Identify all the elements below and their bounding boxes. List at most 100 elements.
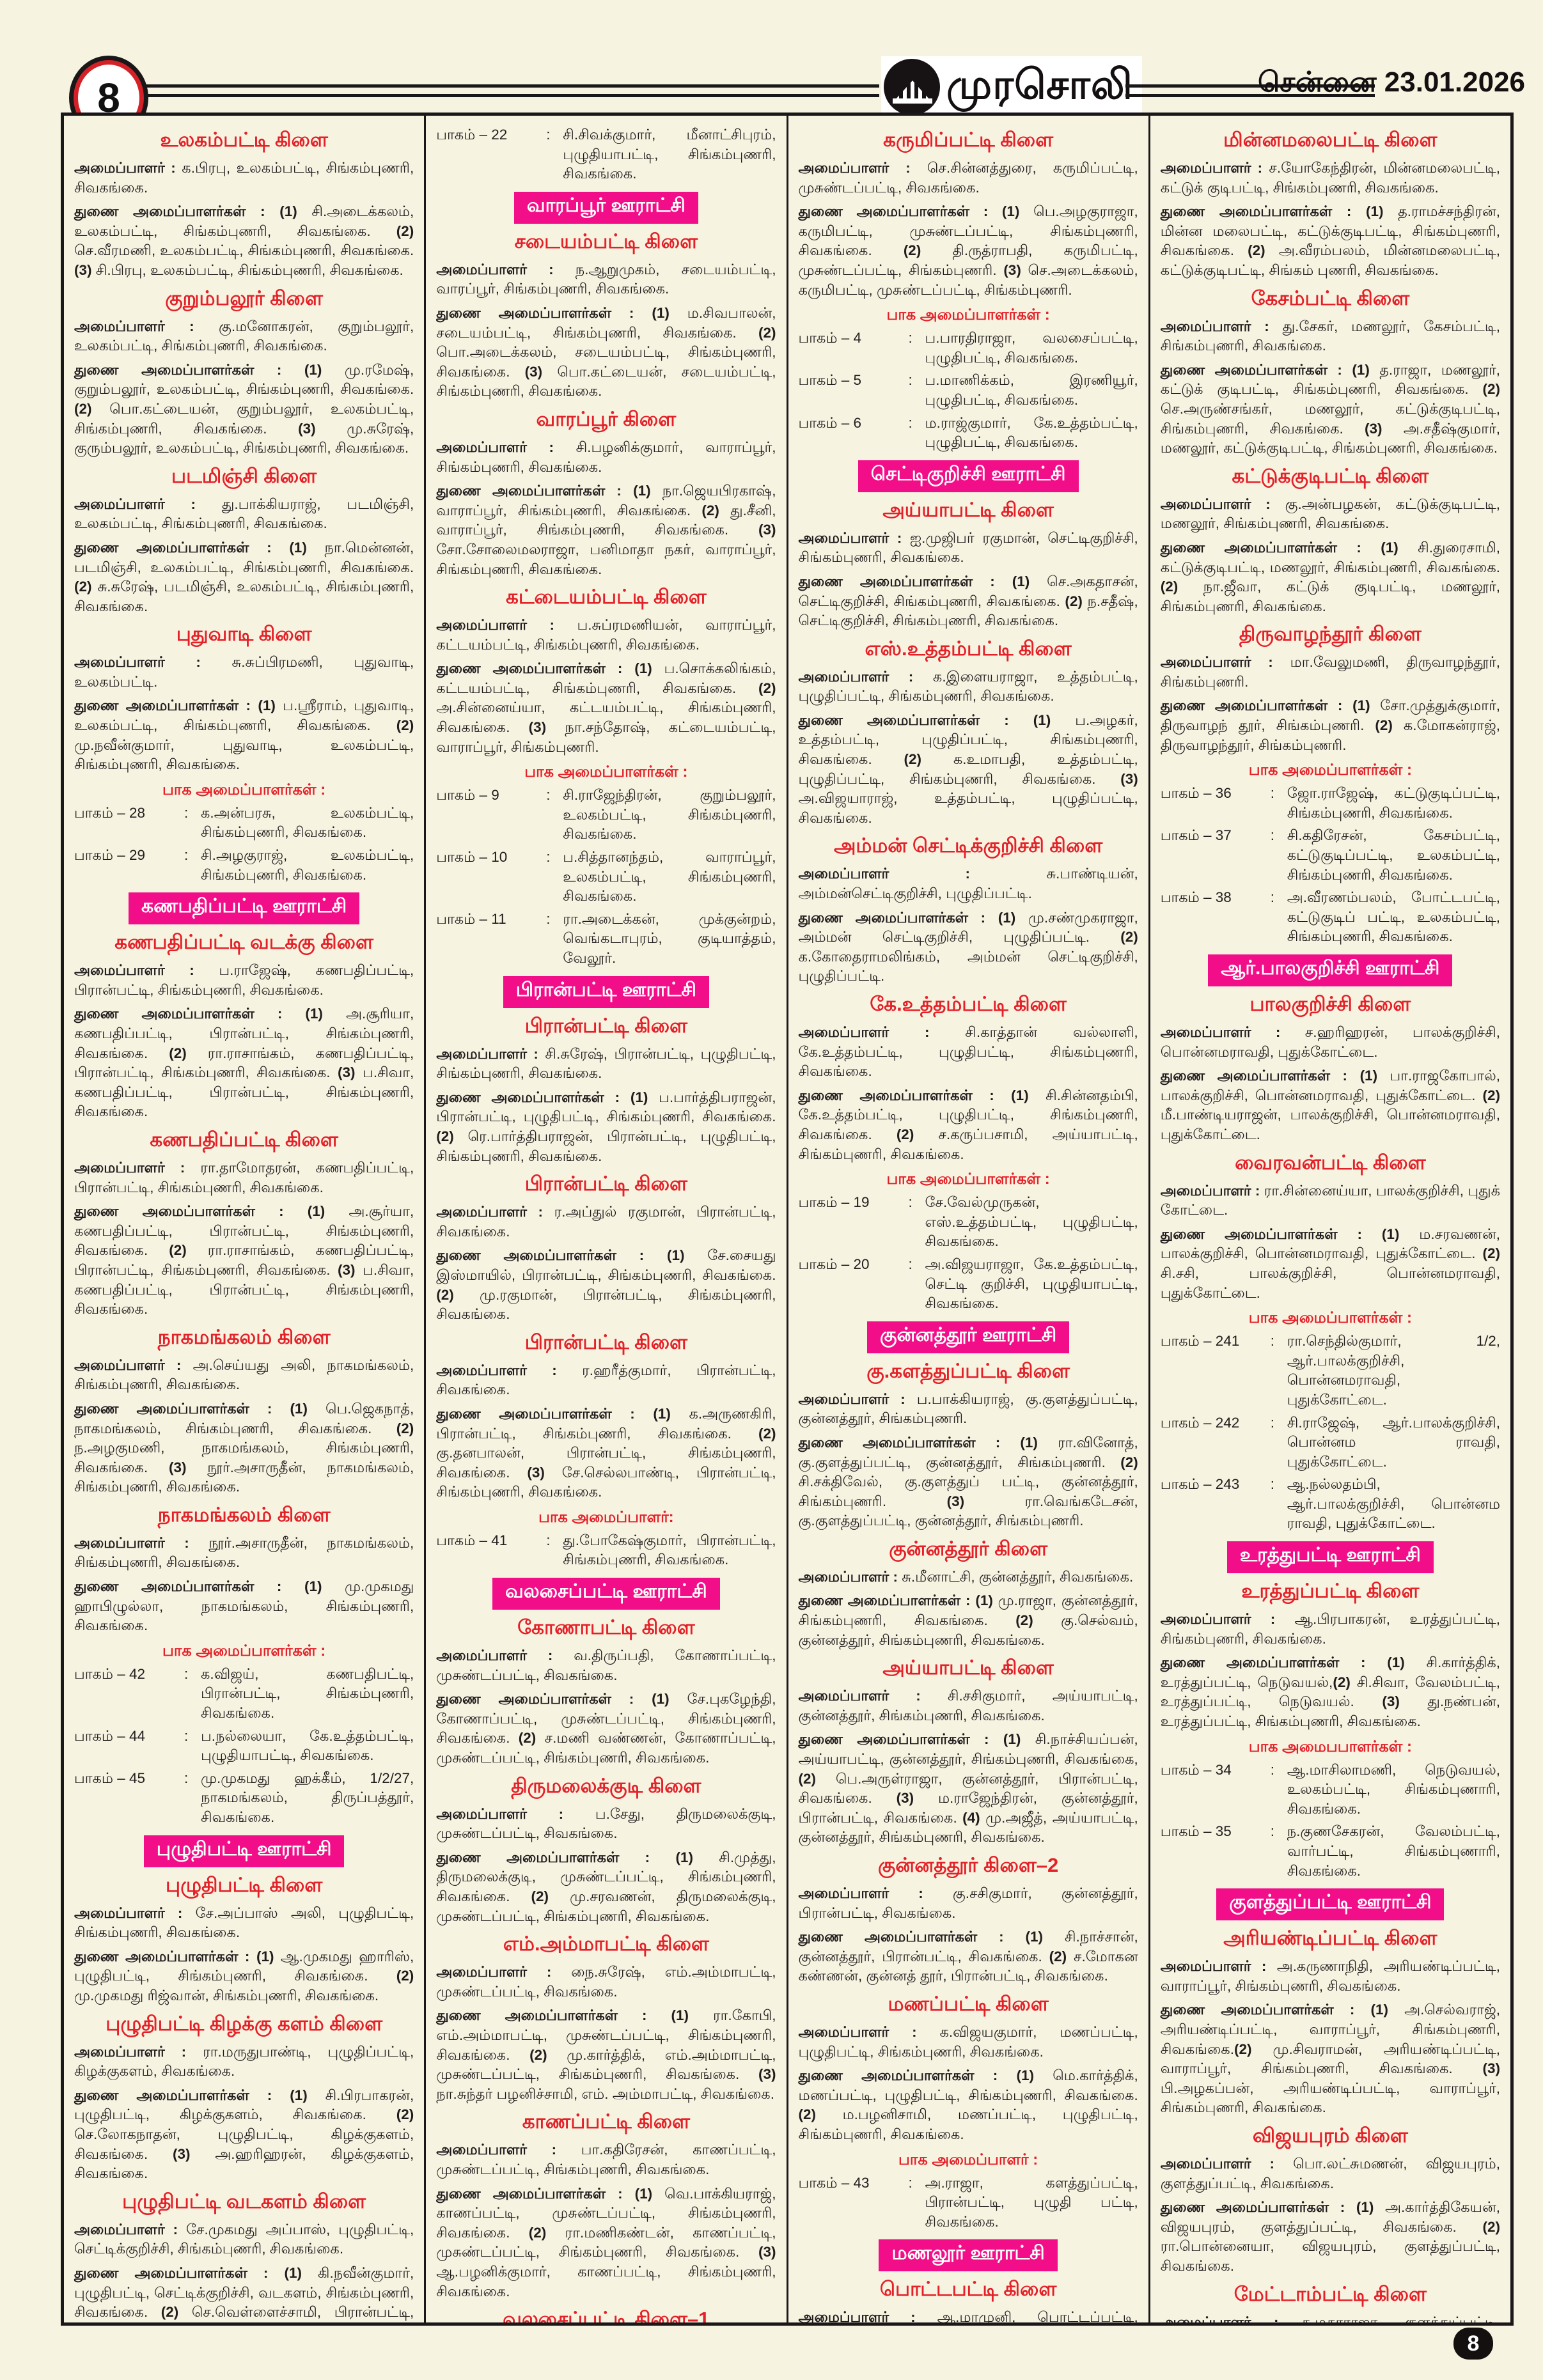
- organizer-paragraph: துணை அமைப்பாளர்கள் : (1) சி.நாச்சியப்பன்…: [798, 1731, 1138, 1846]
- branch-heading: நாகமங்கலம் கிளை: [157, 1325, 331, 1348]
- ward-number-label: பாகம் – 9: [436, 787, 499, 804]
- ward-number-label: பாகம் – 241: [1160, 1333, 1240, 1349]
- organizer-paragraph: துணை அமைப்பாளர்கள் : (1) ம.சரவணன், பாலக்…: [1160, 1225, 1500, 1301]
- branch-heading: பொட்டபட்டி கிளை: [879, 2278, 1057, 2301]
- panchayat-header: மணலூர் ஊராட்சி: [799, 2239, 1138, 2272]
- ward-organizer-text: ப.மாணிக்கம், இரணியூர், புழுதிபட்டி, சிவக…: [925, 372, 1138, 408]
- ward-row: பாகம் – 42: க.விஜய், கணபதிபட்டி, பிரான்பட…: [74, 1665, 414, 1723]
- organizer-role-label: அமைப்பாளர் :: [1160, 495, 1271, 512]
- ward-organizers-heading: பாக அமைப்பாளர் :: [898, 2151, 1038, 2168]
- ward-number-label: பாகம் – 38: [1160, 889, 1232, 906]
- organizer-paragraph: துணை அமைப்பாளர்கள் : (1) மு.முகமது ஹாபிழ…: [74, 1578, 414, 1634]
- branch-heading: படமிஞ்சி கிளை: [171, 464, 317, 487]
- masthead-title: முரசொலி: [946, 61, 1133, 107]
- organizer-paragraph: அமைப்பாளர் : க.இளையராஜா, உத்தம்பட்டி, பு…: [798, 668, 1138, 704]
- ward-number-label: பாகம் – 44: [74, 1727, 146, 1744]
- organizer-paragraph: துணை அமைப்பாளர்கள் : (1) த.ராஜா, மணலூர்,…: [1160, 361, 1500, 456]
- organizer-paragraph: துணை அமைப்பாளர்கள் : (1) அ.சூரியா, கணபதி…: [74, 1006, 414, 1120]
- organizer-paragraph: அமைப்பாளர் : க.பிரபு, உலகம்பட்டி, சிங்கம…: [74, 160, 414, 196]
- organizer-paragraph: துணை அமைப்பாளர்கள் : (1) அ.சூர்யா, கணபதி…: [74, 1203, 414, 1318]
- branch-heading: பிரான்பட்டி கிளை: [524, 1172, 688, 1195]
- branch-heading: மேட்டாம்பட்டி கிளை: [1234, 2282, 1427, 2305]
- organizer-role-label: அமைப்பாளர் :: [798, 1885, 923, 1901]
- organizer-paragraph: அமைப்பாளர் : சி.சுரேஷ், பிரான்பட்டி, புழ…: [436, 1045, 776, 1082]
- organizer-paragraph: துணை அமைப்பாளர்கள் : (1) பா.ராஜகோபால், ப…: [1160, 1068, 1500, 1142]
- organizer-paragraph: துணை அமைப்பாளர்கள் : (1) க.அருணகிரி, பிர…: [436, 1405, 776, 1500]
- ward-organizer-text: சி.ராஜேந்திரன், குறும்பலூர், உலகம்பட்டி,…: [563, 787, 776, 843]
- branch-heading: குன்னத்தூர் கிளை–2: [877, 1854, 1059, 1876]
- branch-heading: கருமிப்பட்டி கிளை: [883, 128, 1054, 151]
- organizer-role-label: துணை அமைப்பாளர்கள் :: [798, 1731, 989, 1748]
- organizer-role-label: துணை அமைப்பாளர்கள் :: [798, 1592, 971, 1609]
- organizer-paragraph: அமைப்பாளர் : அ.கருணாநிதி, அரியண்டிப்பட்ட…: [1160, 1958, 1500, 1994]
- column-3: கருமிப்பட்டி கிளை அமைப்பாளர் : செ.சின்னத்…: [786, 116, 1148, 2322]
- ward-organizers-heading: பாக அமைப்பாளர்கள் :: [524, 763, 688, 781]
- organizer-paragraph: அமைப்பாளர் : கு.மனோகரன், குறும்பலூர், உல…: [74, 318, 414, 354]
- branch-heading: குன்னத்தூர் கிளை: [889, 1537, 1048, 1560]
- branch-heading: கே.உத்தம்பட்டி கிளை: [870, 993, 1067, 1015]
- organizer-paragraph: துணை அமைப்பாளர்கள் : (1) ப.பார்த்திபராஜன…: [436, 1089, 776, 1164]
- branch-heading: புழுதிபட்டி கிழக்கு களம் கிளை: [106, 2012, 383, 2035]
- organizer-role-label: துணை அமைப்பாளர்கள் :: [436, 1405, 635, 1422]
- ward-organizer-text: ஆ.நல்லதம்பி, ஆர்.பாலக்குறிச்சி, பொன்னம ர…: [1287, 1476, 1500, 1532]
- organizer-paragraph: அமைப்பாளர் : கு.சசிகுமார், குன்னத்தூர், …: [798, 1885, 1138, 1921]
- organizer-role-label: துணை அமைப்பாளர்கள் :: [798, 1087, 994, 1103]
- branch-heading: காணப்பட்டி கிளை: [522, 2110, 691, 2133]
- ward-row: பாகம் – 44: ப.நல்லையா, கே.உத்தம்பட்டி, பு…: [74, 1727, 414, 1766]
- organizer-role-label: அமைப்பாளர் :: [436, 261, 554, 277]
- organizer-role-label: துணை அமைப்பாளர்கள் :: [1160, 697, 1343, 714]
- ward-organizer-text: ப.நல்லையா, கே.உத்தம்பட்டி, புழுதியாபட்டி…: [201, 1727, 414, 1764]
- panchayat-header: குளத்துப்பட்டி ஊராட்சி: [1161, 1888, 1500, 1921]
- ward-organizer-text: து.போகேஷ்குமார், பிரான்பட்டி, சிங்கம்புண…: [563, 1532, 776, 1568]
- organizer-role-label: அமைப்பாளர் :: [436, 1805, 564, 1822]
- column-4: மின்னமலைபட்டி கிளை அமைப்பாளர் : ச.யோகேந்த…: [1148, 116, 1510, 2322]
- organizer-role-label: துணை அமைப்பாளர்கள் :: [436, 304, 634, 321]
- organizer-paragraph: அமைப்பாளர் : நை.சுரேஷ், எம்.அம்மாபட்டி, …: [436, 1964, 776, 2000]
- ward-row: பாகம் – 6: ம.ராஜ்குமார், கே.உத்தம்பட்டி, …: [799, 414, 1138, 453]
- branch-heading: எம்.அம்மாபட்டி கிளை: [503, 1933, 709, 1956]
- organizer-paragraph: அமைப்பாளர் : சி.பழனிக்குமார், வாராப்பூர்…: [436, 439, 776, 475]
- organizer-role-label: துணை அமைப்பாளர்கள் :: [798, 712, 1009, 728]
- organizer-role-label: துணை அமைப்பாளர்கள் :: [74, 539, 272, 556]
- ward-number-label: பாகம் – 243: [1160, 1476, 1240, 1493]
- organizer-role-label: துணை அமைப்பாளர்கள் :: [798, 203, 989, 220]
- column-2: பாகம் – 22: சி.சிவக்குமார், மீனாட்சிபுரம்…: [424, 116, 786, 2322]
- organizer-role-label: அமைப்பாளர் :: [436, 617, 554, 634]
- organizer-paragraph: துணை அமைப்பாளர்கள் : (1) சோ.முத்துக்குமா…: [1160, 697, 1501, 753]
- panchayat-header-label: வாரப்பூர் ஊராட்சி: [513, 191, 698, 224]
- ward-number-label: பாகம் – 45: [74, 1769, 146, 1786]
- ward-organizer-text: சே.வேல்முருகன், எஸ்.உத்தம்பட்டி, புழுதிப…: [925, 1194, 1138, 1250]
- ward-row: பாகம் – 9: சி.ராஜேந்திரன், குறும்பலூர், உ…: [436, 786, 776, 844]
- organizer-role-label: அமைப்பாளர் :: [436, 1204, 544, 1220]
- organizer-role-label: அமைப்பாளர் :: [436, 2142, 557, 2158]
- organizer-role-label: அமைப்பாளர் :: [74, 1159, 185, 1176]
- branch-heading: கட்டுக்குடிபட்டி கிளை: [1232, 464, 1429, 487]
- organizer-role-label: அமைப்பாளர் :: [1160, 1611, 1276, 1628]
- organizer-role-label: அமைப்பாளர் :: [74, 1534, 189, 1551]
- panchayat-header: ஆர்.பாலகுறிச்சி ஊராட்சி: [1161, 954, 1500, 986]
- masthead: முரசொலி: [881, 56, 1142, 118]
- organizer-role-label: துணை அமைப்பாளர்கள் :: [74, 1006, 283, 1022]
- branch-heading: கணபதிப்பட்டி கிளை: [150, 1128, 338, 1151]
- ward-organizer-text: க.அன்பரசு, உலகம்பட்டி, சிங்கம்புணரி, சிவ…: [201, 804, 414, 841]
- ward-number-label: பாகம் – 4: [798, 330, 862, 346]
- organizer-paragraph: அமைப்பாளர் : து.சேகர், மணலூர், கேசம்பட்ட…: [1160, 318, 1500, 354]
- organizer-role-label: அமைப்பாளர் :: [74, 2221, 178, 2237]
- branch-heading: விஜயபுரம் கிளை: [1252, 2124, 1408, 2147]
- organizer-role-label: துணை அமைப்பாளர்கள் :: [74, 1400, 272, 1417]
- organizer-role-label: அமைப்பாளர் :: [798, 1688, 921, 1704]
- branch-heading: கட்டையம்பட்டி கிளை: [505, 586, 707, 609]
- ward-organizer-text: ரா.அடைக்கன், முக்குன்றம், வெங்கடாபுரம், …: [563, 910, 776, 966]
- organizer-paragraph: அமைப்பாளர் : சி.சசிகுமார், அய்யாபட்டி, க…: [798, 1688, 1138, 1723]
- ward-number-label: பாகம் – 5: [798, 372, 862, 389]
- ward-number-label: பாகம் – 41: [436, 1532, 508, 1548]
- organizer-role-label: அமைப்பாளர் :: [798, 1390, 905, 1407]
- panchayat-header-label: புழுதிபட்டி ஊராட்சி: [143, 1835, 345, 1867]
- organizer-paragraph: அமைப்பாளர் : ர.ஹரீத்குமார், பிரான்பட்டி,…: [436, 1362, 776, 1398]
- branch-heading: கேசம்பட்டி கிளை: [1251, 286, 1410, 309]
- branch-heading: அரியண்டிப்பட்டி கிளை: [1223, 1927, 1437, 1950]
- organizer-role-label: அமைப்பாளர் :: [798, 2309, 916, 2322]
- ward-row: பாகம் – 5: ப.மாணிக்கம், இரணியூர், புழுதிப…: [799, 371, 1138, 410]
- organizer-role-label: துணை அமைப்பாளர்கள் :: [74, 2087, 272, 2103]
- header-rule-right: [1125, 84, 1375, 97]
